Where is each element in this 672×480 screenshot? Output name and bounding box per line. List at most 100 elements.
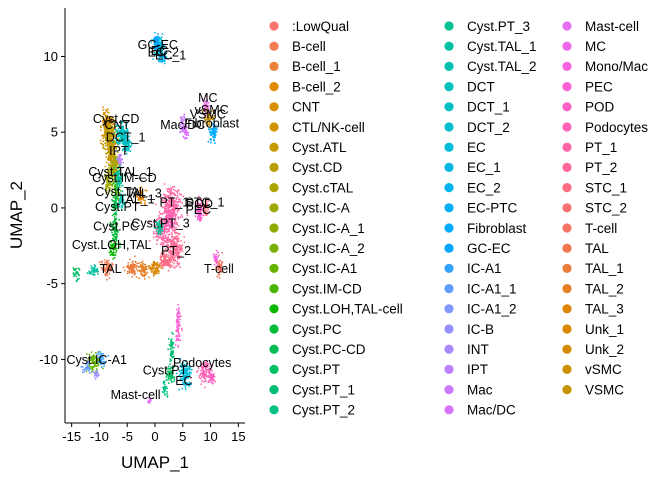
cell-point [207,102,210,104]
cell-point [156,36,159,38]
cell-point [112,130,115,133]
cell-point [208,120,211,123]
cell-point [111,117,113,119]
cell-point [170,232,173,234]
cell-point [110,121,112,123]
cell-point [126,265,129,268]
cell-point [167,233,170,236]
legend-key [444,385,454,395]
legend-key [562,21,572,31]
cell-point [202,381,205,383]
cell-point [206,100,209,103]
cell-point [155,53,158,56]
cell-point [108,154,110,157]
cell-point [171,347,174,349]
cell-point [169,341,172,344]
cell-point [102,140,105,143]
cell-point [138,277,141,280]
legend-label: IC-A1_1 [467,281,517,296]
legend-label: CNT [292,100,320,115]
cell-point [205,380,207,383]
legend-key [444,82,454,92]
cell-point [171,192,174,195]
cell-point [204,122,207,124]
cell-point [99,142,102,145]
cell-point [155,263,158,266]
cell-point [161,33,164,35]
cell-point [132,269,134,272]
cell-point [170,186,173,189]
cell-point [109,254,112,256]
cell-point [90,271,93,274]
cell-point [176,335,179,338]
cell-point [116,159,119,162]
legend-key [444,41,454,51]
cell-point [107,157,110,160]
legend-key [444,122,454,132]
cell-point [96,268,98,271]
cell-point [180,127,183,129]
legend-label: Mast-cell [585,19,639,34]
legend-label: DCT [467,79,495,94]
legend-key [562,304,572,314]
cell-point [206,118,209,121]
cell-point [146,271,149,274]
legend-key [444,304,454,314]
cell-point [205,95,208,97]
cell-point [165,39,168,42]
cluster-label: Fibroblast [184,117,239,131]
cell-point [107,173,109,176]
cell-point [167,212,170,215]
cell-point [121,158,123,161]
y-tick-label: 5 [51,125,58,140]
cell-point [200,376,203,378]
cell-point [108,277,111,279]
cell-point [183,116,186,119]
legend-key [562,223,572,233]
cell-point [153,261,155,263]
legend-label: Mac/DC [467,403,516,418]
cell-point [112,129,114,132]
legend-key [562,324,572,334]
cell-point [160,46,163,48]
legend-label: EC [467,140,486,155]
cell-point [113,143,116,146]
cell-point [115,160,117,162]
cell-point [110,159,112,162]
cell-point [211,134,213,136]
cell-point [115,147,118,149]
cell-point [217,251,220,254]
legend-label: B-cell_1 [292,59,341,74]
legend-label: STC_2 [585,201,627,216]
cell-point [185,134,188,137]
cell-point [180,240,182,242]
legend-label: IPT [467,362,488,377]
cell-point [206,124,209,127]
cell-point [96,375,99,378]
cell-point [210,114,213,117]
legend-label: EC_2 [467,180,501,195]
cell-point [94,378,97,380]
cluster-label: EC [175,374,192,388]
cell-point [179,266,181,269]
cell-point [107,108,109,111]
cell-point [215,253,218,256]
cell-point [106,148,109,151]
cell-point [162,234,165,237]
cell-point [113,256,116,259]
cell-point [92,371,95,373]
cell-point [215,124,217,127]
cell-point [142,265,145,268]
cell-point [113,254,115,256]
cell-point [102,146,105,149]
cell-point [157,60,160,62]
cell-point [164,230,167,233]
legend-key [562,102,572,112]
cell-point [183,123,186,126]
legend-label: Cyst.PT_1 [292,382,355,397]
cell-point [201,98,204,101]
cell-point [105,121,107,124]
y-tick-label: -5 [46,276,58,291]
cell-point [113,140,116,142]
cell-point [144,263,146,266]
